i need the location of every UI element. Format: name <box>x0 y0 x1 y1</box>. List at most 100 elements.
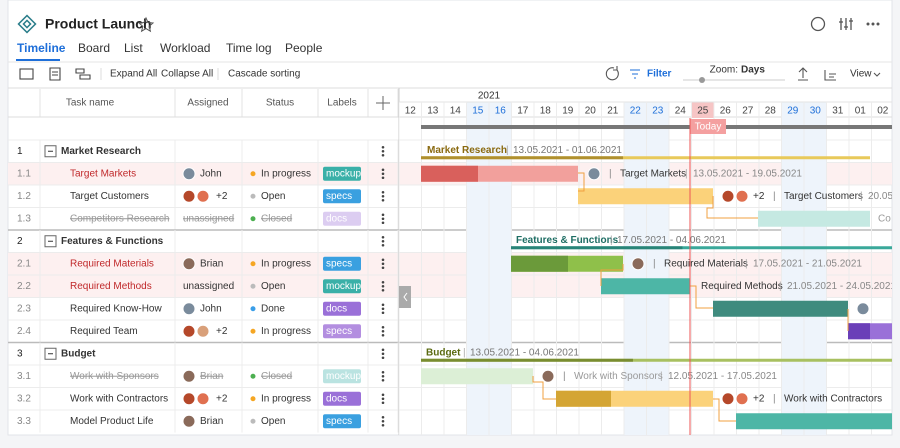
tab[interactable]: Board <box>78 41 110 55</box>
tab[interactable]: Workload <box>160 41 210 55</box>
history-button[interactable] <box>810 16 826 32</box>
export-button[interactable] <box>798 67 808 81</box>
day-label: 29 <box>787 106 799 117</box>
task-name[interactable]: Work with Sponsors <box>70 371 159 382</box>
row-menu-dot[interactable] <box>381 149 385 153</box>
more-button[interactable] <box>866 22 880 26</box>
task-name[interactable]: Target Markets <box>70 168 136 179</box>
group-name[interactable]: Market Research <box>61 146 141 157</box>
avatar <box>182 392 196 406</box>
task-bar[interactable] <box>578 188 713 205</box>
row-menu-dot[interactable] <box>381 213 385 217</box>
group-bar-label: Budget <box>426 347 461 358</box>
row-menu-dot[interactable] <box>381 356 385 360</box>
task-bar[interactable] <box>736 413 892 430</box>
row-menu-dot[interactable] <box>381 325 385 329</box>
task-bar[interactable] <box>601 278 690 295</box>
task-name[interactable]: Work with Contractors <box>70 393 168 404</box>
row-menu-dot[interactable] <box>381 415 385 419</box>
row-menu-dot[interactable] <box>381 348 385 352</box>
row-menu-dot[interactable] <box>381 198 385 202</box>
row-menu-dot[interactable] <box>381 172 385 176</box>
group-name[interactable]: Budget <box>61 348 96 359</box>
row-menu-dot[interactable] <box>381 145 385 149</box>
group-bar-dates: 13.05.2021 - 01.06.2021 <box>513 145 622 156</box>
row-menu-dot[interactable] <box>381 370 385 374</box>
task-bar[interactable] <box>421 368 533 385</box>
group-bar-label: Market Research <box>427 145 507 156</box>
row-menu-dot[interactable] <box>381 176 385 180</box>
settings-button[interactable] <box>839 18 853 30</box>
baseline-button[interactable] <box>824 70 836 81</box>
row-menu-dot[interactable] <box>381 397 385 401</box>
row-menu-dot[interactable] <box>381 153 385 157</box>
row-menu-dot[interactable] <box>381 190 385 194</box>
toolbar-icon[interactable] <box>75 68 91 80</box>
row-menu-dot[interactable] <box>381 329 385 333</box>
task-bar[interactable] <box>713 300 848 317</box>
row-menu-dot[interactable] <box>381 243 385 247</box>
row-menu-dot[interactable] <box>381 333 385 337</box>
row-menu-dot[interactable] <box>381 423 385 427</box>
row-menu-dot[interactable] <box>381 266 385 270</box>
row-menu-dot[interactable] <box>381 374 385 378</box>
row-menu-dot[interactable] <box>381 311 385 315</box>
toolbar-icon[interactable] <box>49 67 61 81</box>
row-menu-dot[interactable] <box>381 284 385 288</box>
label-chip <box>323 211 361 226</box>
task-bar[interactable] <box>758 210 870 227</box>
collapse-all-button[interactable]: Collapse All <box>161 69 213 80</box>
status: Done <box>261 303 285 314</box>
star-button[interactable] <box>137 16 155 33</box>
row-menu-dot[interactable] <box>381 258 385 262</box>
filter-button[interactable]: Filter <box>647 69 672 80</box>
day-label: 25 <box>697 106 709 117</box>
avatar <box>182 324 196 338</box>
row-menu-dot[interactable] <box>381 401 385 405</box>
tab[interactable]: People <box>285 41 323 55</box>
zoom-handle[interactable] <box>699 77 705 83</box>
cascade-sorting-button[interactable]: Cascade sorting <box>228 69 300 80</box>
group-name[interactable]: Features & Functions <box>61 236 164 247</box>
task-name[interactable]: Required Methods <box>70 281 152 292</box>
today-label: Today <box>695 122 722 133</box>
row-menu-dot[interactable] <box>381 235 385 239</box>
task-name[interactable]: Model Product Life <box>70 416 154 427</box>
collapse-handle[interactable] <box>399 286 411 308</box>
task-name[interactable]: Required Materials <box>70 258 154 269</box>
row-menu-dot[interactable] <box>381 262 385 266</box>
task-name[interactable]: Target Customers <box>70 191 149 202</box>
row-menu-dot[interactable] <box>381 378 385 382</box>
task-name[interactable]: Required Know-How <box>70 303 162 314</box>
task-name[interactable]: Required Team <box>70 326 138 337</box>
row-menu-dot[interactable] <box>381 221 385 225</box>
tab[interactable]: List <box>124 41 143 55</box>
row-menu-dot[interactable] <box>381 307 385 311</box>
row-menu-dot[interactable] <box>381 194 385 198</box>
row-id: 2.1 <box>17 258 31 269</box>
row-menu-dot[interactable] <box>381 288 385 292</box>
row-menu-dot[interactable] <box>381 239 385 243</box>
add-column-button[interactable] <box>376 96 390 110</box>
row-menu-dot[interactable] <box>381 168 385 172</box>
day-label: 12 <box>405 106 417 117</box>
avatar <box>196 189 210 203</box>
refresh-button[interactable] <box>605 66 619 81</box>
tab[interactable]: Time log <box>226 41 272 55</box>
row-menu-dot[interactable] <box>381 419 385 423</box>
group-bar <box>511 246 892 250</box>
row-menu-dot[interactable] <box>381 217 385 221</box>
task-name[interactable]: Competitors Research <box>70 213 169 224</box>
project-range <box>421 125 892 129</box>
expand-all-button[interactable]: Expand All <box>110 69 157 80</box>
row-menu-dot[interactable] <box>381 303 385 307</box>
filter-icon[interactable] <box>630 69 640 79</box>
view-button[interactable]: View <box>850 69 872 80</box>
view-caret[interactable] <box>873 72 881 77</box>
avatar <box>182 189 196 203</box>
row-menu-dot[interactable] <box>381 352 385 356</box>
tab[interactable]: Timeline <box>17 41 66 55</box>
row-menu-dot[interactable] <box>381 393 385 397</box>
row-menu-dot[interactable] <box>381 280 385 284</box>
toolbar-icon[interactable] <box>19 68 34 80</box>
